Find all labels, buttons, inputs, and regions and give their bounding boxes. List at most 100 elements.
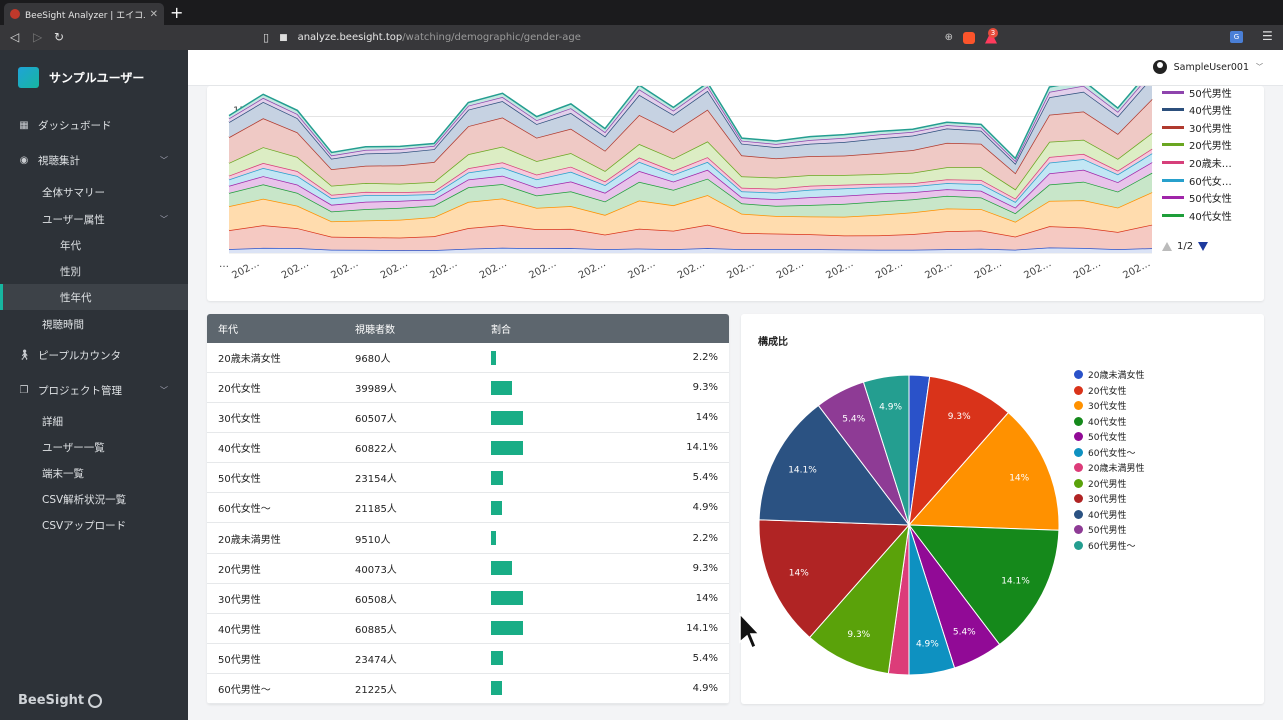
cell-count: 9680人	[355, 354, 391, 366]
ratio-table: 年代 視聴者数 割合 20歳未満女性 9680人 2.2% 20代女性 39989人 9.…	[207, 314, 729, 704]
sidebar-item-detail[interactable]: 詳細	[0, 408, 188, 434]
brand[interactable]: サンプルユーザー	[18, 67, 144, 88]
sidebar-item-csv-status[interactable]: CSV解析状況一覧	[0, 486, 188, 512]
browser-menu-icon[interactable]: ☰	[1262, 29, 1273, 43]
legend-item[interactable]: 30代男性	[1162, 119, 1232, 135]
pie-slice[interactable]	[907, 524, 1060, 646]
sidebar-item-age[interactable]: 年代	[0, 232, 188, 258]
back-icon[interactable]: ◁	[10, 30, 20, 44]
pager-down-icon[interactable]	[1198, 242, 1209, 251]
sidebar: サンプルユーザー ▦ ダッシュボード ◉ 視聴集計 ﹀ 全体サマリー ユーザー属…	[0, 50, 188, 720]
sidebar-item-viewing-time[interactable]: 視聴時間	[0, 310, 188, 338]
legend-item[interactable]: 50代男性	[1162, 86, 1232, 100]
cell-count: 23154人	[355, 474, 397, 486]
pie-slice[interactable]	[808, 523, 910, 675]
url-text[interactable]: analyze.beesight.top/watching/demographi…	[297, 32, 581, 43]
table-row: 20歳未満男性 9510人 2.2%	[207, 523, 729, 554]
area-layer	[229, 99, 1152, 190]
browser-toolbar: ◁ ▷ ↻ ▯ ■ analyze.beesight.top/watching/…	[0, 25, 1283, 50]
sidebar-item-dashboard[interactable]: ▦ ダッシュボード	[0, 108, 188, 143]
pie-slice[interactable]	[862, 374, 910, 526]
cell-age: 20歳未満女性	[218, 354, 281, 366]
cell-count: 60822人	[355, 444, 397, 456]
pie-legend-label: 20歳未満女性	[1088, 371, 1145, 382]
cell-age: 60代男性〜	[218, 684, 271, 696]
sidebar-item-user-list[interactable]: ユーザー一覧	[0, 434, 188, 460]
sidebar-item-summary[interactable]: 全体サマリー	[0, 178, 188, 206]
sidebar-item-gender-age[interactable]: 性年代	[0, 284, 188, 310]
pager-text: 1/2	[1177, 241, 1194, 252]
x-tick-label: 202…	[626, 258, 657, 281]
reload-icon[interactable]: ↻	[54, 30, 65, 44]
pie-slice-label: 14.1%	[1001, 576, 1030, 586]
pie-legend-item[interactable]: 20歳未満男性	[1074, 460, 1144, 476]
cell-ratio: 14%	[695, 412, 718, 424]
sidebar-item-viewing[interactable]: ◉ 視聴集計 ﹀	[0, 143, 188, 178]
table-row: 20代男性 40073人 9.3%	[207, 554, 729, 584]
header-age: 年代	[218, 325, 238, 336]
brave-shield-icon[interactable]	[963, 31, 975, 44]
pie-legend: 20歳未満女性 20代女性 30代女性 40代女性 50代女性 60代女性〜 20歳未満男性…	[1074, 367, 1144, 553]
pager-up-icon[interactable]	[1162, 242, 1172, 251]
pie-legend-dot	[1074, 447, 1083, 457]
user-name: SampleUser001	[1173, 61, 1249, 73]
pie-legend-item[interactable]: 30代女性	[1074, 398, 1144, 414]
address-bar[interactable]: ▯ ■ analyze.beesight.top/watching/demogr…	[255, 28, 1005, 47]
new-tab-button[interactable]: +	[170, 3, 184, 22]
sidebar-item-gender[interactable]: 性別	[0, 258, 188, 284]
legend-item[interactable]: 40代男性	[1162, 102, 1232, 118]
chevron-down-icon: ﹀	[160, 214, 168, 224]
pie-legend-item[interactable]: 40代男性	[1074, 507, 1144, 523]
pie-slice[interactable]	[758, 519, 911, 639]
pie-slice[interactable]	[908, 375, 1010, 527]
legend-item[interactable]: 20代男性	[1162, 137, 1232, 153]
browser-tab[interactable]: BeeSight Analyzer | エイコム株式会社 ✕	[4, 3, 164, 25]
chevron-down-icon: ﹀	[1256, 63, 1263, 71]
cell-ratio: 2.2%	[692, 352, 718, 364]
forward-icon[interactable]: ▷	[33, 30, 43, 44]
legend-item[interactable]: 60代女…	[1162, 172, 1232, 188]
cell-age: 50代男性	[218, 654, 261, 666]
pie-legend-dot	[1074, 416, 1083, 426]
pie-legend-item[interactable]: 20代女性	[1074, 383, 1144, 399]
pie-legend-item[interactable]: 20歳未満女性	[1074, 367, 1144, 383]
ratio-bar	[491, 410, 524, 425]
pie-slice[interactable]	[907, 411, 1060, 531]
sidebar-item-label: 詳細	[42, 415, 63, 428]
sidebar-item-csv-upload[interactable]: CSVアップロード	[0, 512, 188, 538]
sidebar-item-device-list[interactable]: 端末一覧	[0, 460, 188, 486]
ratio-bar	[491, 440, 524, 455]
area-layer	[229, 192, 1152, 238]
legend-label: 20歳未…	[1189, 158, 1232, 170]
zoom-icon[interactable]: ⊕	[944, 32, 953, 43]
sidebar-item-people-counter[interactable]: 🚶︎ ピープルカウンタ	[0, 338, 188, 373]
pie-legend-label: 20代男性	[1088, 479, 1127, 490]
close-tab-icon[interactable]: ✕	[149, 8, 158, 20]
legend-item[interactable]: 20歳未…	[1162, 154, 1232, 170]
bookmark-icon[interactable]: ▯	[263, 31, 270, 44]
pie-legend-item[interactable]: 50代男性	[1074, 522, 1144, 538]
pie-slice[interactable]	[758, 404, 911, 526]
pie-legend-dot	[1074, 463, 1083, 473]
cell-age: 40代男性	[218, 624, 261, 636]
pie-slice-label: 14%	[1009, 474, 1029, 484]
pie-legend-item[interactable]: 30代男性	[1074, 491, 1144, 507]
user-menu[interactable]: SampleUser001 ﹀	[1152, 60, 1263, 74]
legend-item[interactable]: 50代女性	[1162, 190, 1232, 206]
translate-icon[interactable]: G	[1230, 31, 1243, 43]
pie-legend-item[interactable]: 20代男性	[1074, 476, 1144, 492]
app-header: SampleUser001 ﹀	[188, 50, 1283, 86]
pie-legend-item[interactable]: 60代男性〜	[1074, 538, 1144, 554]
table-row: 20代女性 39989人 9.3%	[207, 373, 729, 404]
sidebar-item-project[interactable]: ❐ プロジェクト管理 ﹀	[0, 373, 188, 408]
sidebar-nav: ▦ ダッシュボード ◉ 視聴集計 ﹀ 全体サマリー ユーザー属性 ﹀ 年代 性別	[0, 108, 188, 538]
legend-item[interactable]: 40代女性	[1162, 207, 1232, 223]
pie-legend-item[interactable]: 40代女性	[1074, 414, 1144, 430]
legend-swatch	[1162, 196, 1184, 200]
pie-legend-label: 60代男性〜	[1088, 541, 1136, 552]
pie-legend-item[interactable]: 50代女性	[1074, 429, 1144, 445]
sidebar-item-user-attributes[interactable]: ユーザー属性 ﹀	[0, 206, 188, 232]
sidebar-item-label: 視聴時間	[42, 318, 84, 331]
sidebar-item-label: ユーザー属性	[42, 213, 105, 226]
pie-legend-item[interactable]: 60代女性〜	[1074, 445, 1144, 461]
